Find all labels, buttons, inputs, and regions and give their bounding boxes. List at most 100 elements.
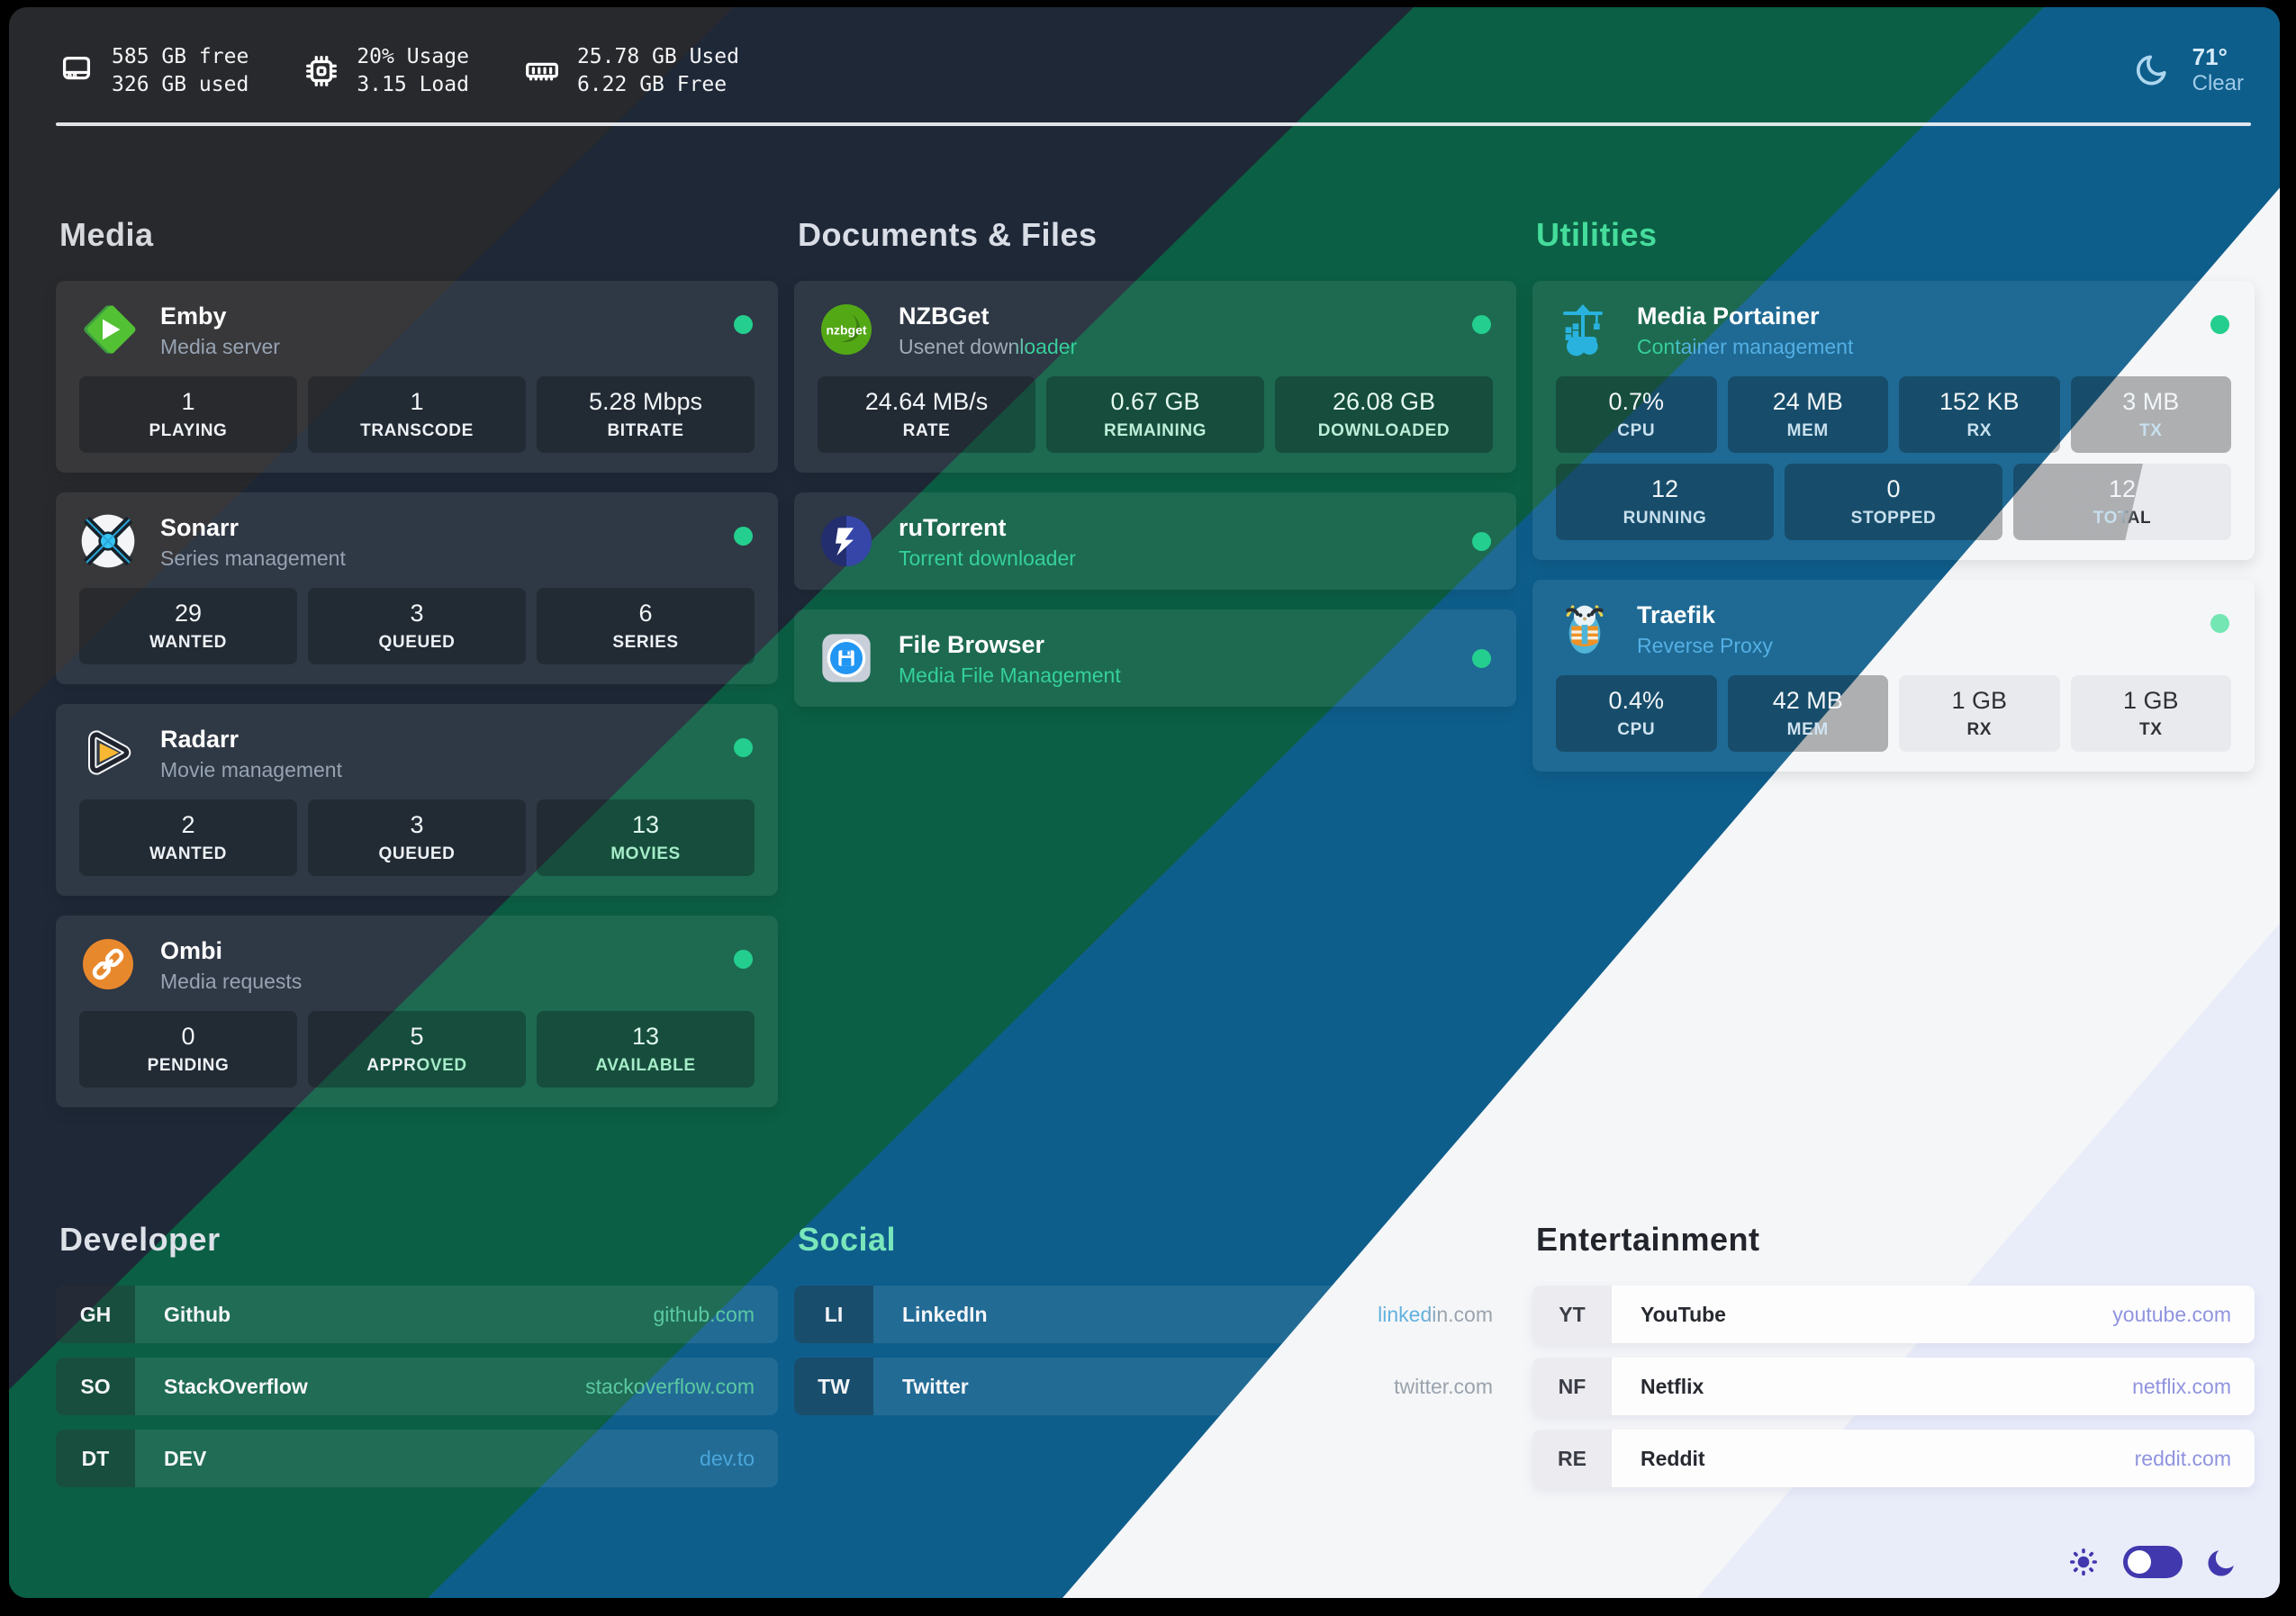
stat-queued: 3 QUEUED — [308, 799, 526, 876]
portainer-icon — [1556, 301, 1614, 358]
link-dev[interactable]: DT DEV dev.to — [56, 1430, 778, 1487]
system-stats: 585 GB free 326 GB used 20% Usage 3.15 L… — [56, 43, 739, 99]
disk-free: 585 GB free — [112, 45, 249, 68]
theme-switch[interactable] — [2123, 1546, 2183, 1578]
link-tag: RE — [1532, 1430, 1612, 1487]
card-radarr[interactable]: Radarr Movie management 2 WANTED 3 QUEUED … — [56, 704, 778, 896]
card-rutorrent[interactable]: ruTorrent Torrent downloader — [794, 492, 1516, 590]
link-youtube[interactable]: YT YouTube youtube.com — [1532, 1286, 2255, 1343]
stat-queued: 3 QUEUED — [308, 588, 526, 664]
card-subtitle: Series management — [160, 546, 346, 570]
link-name: Reddit — [1641, 1446, 1705, 1470]
card-filebrowser[interactable]: File Browser Media File Management — [794, 609, 1516, 707]
link-url: linkedin.com — [1378, 1286, 1516, 1343]
stat-mem: 42 MB MEM — [1727, 675, 1888, 752]
cpu-icon — [306, 56, 338, 86]
dashboard-page: 585 GB free 326 GB used 20% Usage 3.15 L… — [9, 7, 2280, 1598]
card-emby[interactable]: Emby Media server 1 PLAYING 1 TRANSCODE 5.… — [56, 281, 778, 473]
link-url: youtube.com — [2112, 1302, 2231, 1326]
link-name: YouTube — [1641, 1302, 1726, 1326]
status-dot — [734, 315, 753, 334]
stat-total: 12 TOTAL — [2013, 464, 2231, 540]
card-subtitle: Container management — [1637, 334, 1854, 358]
card-title: Emby — [160, 302, 227, 330]
theme-switch-knob — [2128, 1550, 2151, 1574]
card-subtitle: Media server — [160, 334, 280, 358]
link-tag: NF — [1532, 1358, 1612, 1415]
stat-cpu: 0.4% CPU — [1556, 675, 1717, 752]
card-sonarr[interactable]: Sonarr Series management 29 WANTED 3 QUEUE… — [56, 492, 778, 684]
emby-icon — [79, 301, 137, 358]
section-developer: Developer GH Github github.com SO StackO… — [56, 1221, 778, 1502]
stat-tx: 3 MB TX — [2070, 376, 2231, 453]
card-portainer[interactable]: Media Portainer Container management 0.7… — [1532, 281, 2255, 560]
stat-running: 12 RUNNING — [1556, 464, 1774, 540]
status-dot — [1472, 315, 1491, 334]
card-traefik[interactable]: Traefik Reverse Proxy 0.4% CPU 42 MB MEM 1… — [1532, 580, 2255, 772]
weather-temp: 71° — [2192, 43, 2228, 70]
stat-wanted: 2 WANTED — [79, 799, 297, 876]
stat-transcode: 1 TRANSCODE — [308, 376, 526, 453]
stat-playing: 1 PLAYING — [79, 376, 297, 453]
card-title: NZBGet — [899, 302, 990, 330]
link-github[interactable]: GH Github github.com — [56, 1286, 778, 1343]
moon-toggle-icon[interactable] — [2206, 1546, 2238, 1578]
ram-icon — [526, 62, 558, 81]
stat-movies: 13 MOVIES — [537, 799, 755, 876]
stat-rx: 152 KB RX — [1899, 376, 2060, 453]
stat-pending: 0 PENDING — [79, 1011, 297, 1088]
header-divider — [56, 122, 2251, 126]
link-tag: LI — [794, 1286, 873, 1343]
card-title: Traefik — [1637, 600, 1716, 628]
radarr-icon — [79, 724, 137, 781]
link-tag: YT — [1532, 1286, 1612, 1343]
card-title: File Browser — [899, 630, 1045, 658]
section-documents: Documents & Files nzbget NZBGet Usenet d… — [794, 216, 1516, 727]
sun-icon[interactable] — [2067, 1546, 2100, 1578]
ram-stat: 25.78 GB Used 6.22 GB Free — [521, 43, 739, 99]
link-tag: DT — [56, 1430, 135, 1487]
status-dot — [2210, 315, 2229, 334]
link-netflix[interactable]: NF Netflix netflix.com — [1532, 1358, 2255, 1415]
card-ombi[interactable]: Ombi Media requests 0 PENDING 5 APPROVED 1… — [56, 916, 778, 1107]
card-title: Radarr — [160, 725, 240, 753]
link-reddit[interactable]: RE Reddit reddit.com — [1532, 1430, 2255, 1487]
stat-cpu: 0.7% CPU — [1556, 376, 1717, 453]
link-name: Twitter — [902, 1374, 969, 1398]
link-name: StackOverflow — [164, 1374, 308, 1398]
card-subtitle: Usenet downloader — [899, 334, 1078, 358]
status-dot — [1472, 532, 1491, 551]
rutorrent-icon — [818, 512, 875, 570]
link-stackoverflow[interactable]: SO StackOverflow stackoverflow.com — [56, 1358, 778, 1415]
card-subtitle: Torrent downloader — [899, 546, 1076, 570]
stat-mem: 24 MB MEM — [1727, 376, 1888, 453]
link-name: Netflix — [1641, 1374, 1704, 1398]
stat-available: 13 AVAILABLE — [537, 1011, 755, 1088]
disk-stat: 585 GB free 326 GB used — [56, 43, 249, 99]
link-url: netflix.com — [2132, 1374, 2231, 1398]
sonarr-icon — [79, 512, 137, 570]
link-name: LinkedIn — [902, 1302, 988, 1326]
link-url: github.com — [653, 1302, 755, 1326]
disk-used: 326 GB used — [112, 73, 249, 96]
link-twitter[interactable]: TW Twitter twitter.com — [794, 1358, 1516, 1415]
top-bar: 585 GB free 326 GB used 20% Usage 3.15 L… — [9, 7, 2280, 99]
section-title-documents: Documents & Files — [798, 216, 1098, 253]
stat-series: 6 SERIES — [537, 588, 755, 664]
section-title-entertainment: Entertainment — [1536, 1221, 1760, 1258]
ram-free: 6.22 GB Free — [576, 73, 728, 96]
link-linkedin[interactable]: LI LinkedIn linkedin.com — [794, 1286, 1516, 1343]
section-title-utilities: Utilities — [1536, 216, 1658, 253]
card-nzbget[interactable]: nzbget NZBGet Usenet downloader 24.64 MB… — [794, 281, 1516, 473]
link-url: dev.to — [700, 1446, 755, 1470]
card-subtitle: Movie management — [160, 757, 342, 781]
disk-icon — [62, 56, 91, 80]
section-social: Social LI LinkedIn linkedin.com TW Twitt… — [794, 1221, 1516, 1430]
ombi-icon — [79, 935, 137, 993]
stat-bitrate: 5.28 Mbps BITRATE — [537, 376, 755, 453]
moon-icon — [2136, 55, 2166, 86]
stat-stopped: 0 STOPPED — [1785, 464, 2002, 540]
nzbget-icon: nzbget — [818, 301, 875, 358]
link-url: stackoverflow.com — [585, 1374, 755, 1398]
weather-condition: Clear — [2192, 71, 2244, 95]
